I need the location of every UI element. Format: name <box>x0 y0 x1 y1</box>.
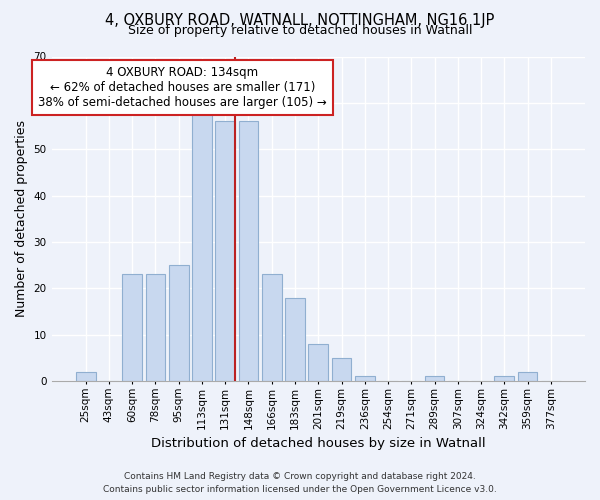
Bar <box>169 265 188 381</box>
Bar <box>285 298 305 381</box>
Bar <box>518 372 538 381</box>
Bar <box>425 376 445 381</box>
Bar <box>76 372 95 381</box>
Bar <box>215 122 235 381</box>
Bar <box>494 376 514 381</box>
Text: 4, OXBURY ROAD, WATNALL, NOTTINGHAM, NG16 1JP: 4, OXBURY ROAD, WATNALL, NOTTINGHAM, NG1… <box>106 12 494 28</box>
Bar <box>192 108 212 381</box>
Bar <box>332 358 352 381</box>
Bar <box>262 274 281 381</box>
Y-axis label: Number of detached properties: Number of detached properties <box>15 120 28 317</box>
Bar <box>308 344 328 381</box>
Text: 4 OXBURY ROAD: 134sqm
← 62% of detached houses are smaller (171)
38% of semi-det: 4 OXBURY ROAD: 134sqm ← 62% of detached … <box>38 66 326 109</box>
X-axis label: Distribution of detached houses by size in Watnall: Distribution of detached houses by size … <box>151 437 485 450</box>
Text: Size of property relative to detached houses in Watnall: Size of property relative to detached ho… <box>128 24 472 37</box>
Text: Contains HM Land Registry data © Crown copyright and database right 2024.
Contai: Contains HM Land Registry data © Crown c… <box>103 472 497 494</box>
Bar <box>146 274 166 381</box>
Bar <box>355 376 374 381</box>
Bar <box>239 122 259 381</box>
Bar <box>122 274 142 381</box>
